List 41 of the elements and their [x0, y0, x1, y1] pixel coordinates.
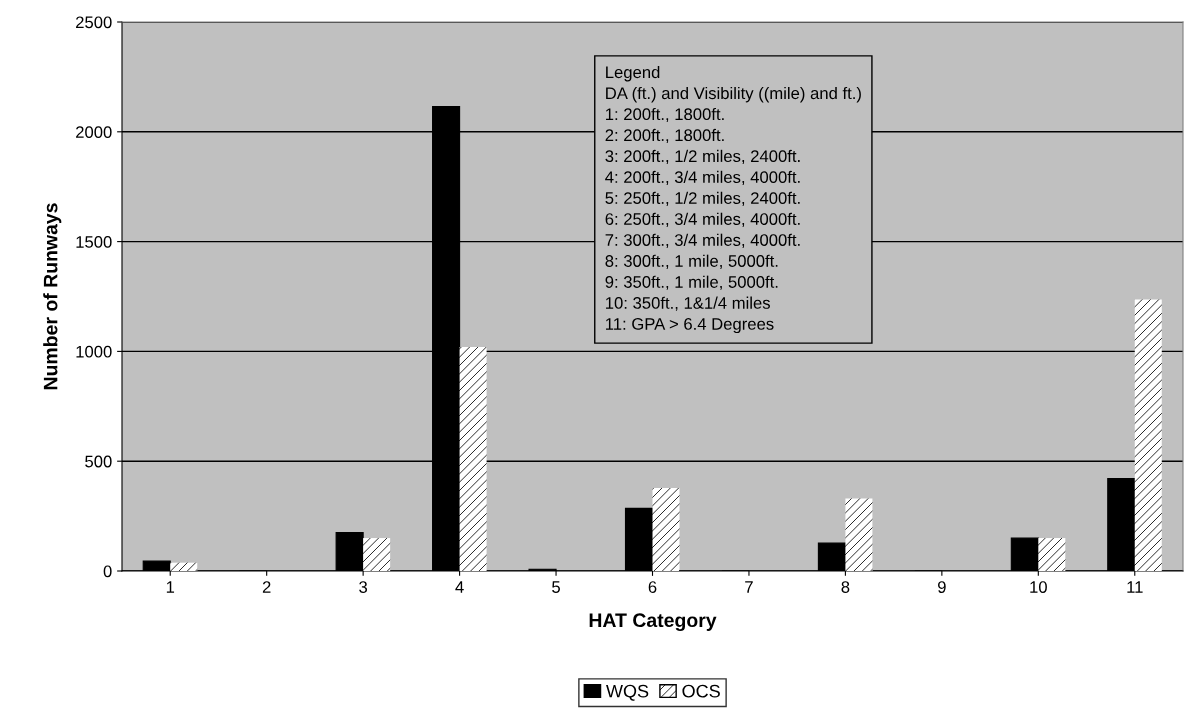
x-tick-label: 9 [938, 581, 946, 593]
x-tick-label: 3 [359, 581, 368, 593]
x-tick-label: 2 [262, 581, 271, 593]
bar [1038, 538, 1066, 571]
x-tick-label: 7 [745, 581, 753, 593]
annotation: 1: 200ft., 1800ft. [606, 107, 724, 123]
y-tick-label: 1500 [76, 236, 112, 248]
y-axis-title: Number of Runways [43, 203, 62, 390]
annotation: 6: 250ft., 3/4 miles, 4000ft. [605, 212, 800, 227]
y-tick-label: 1000 [76, 345, 112, 358]
annotation: 11: GPA > 6.4 Degrees [606, 318, 774, 334]
annotation: 7: 300ft., 3/4 miles, 4000ft. [605, 233, 800, 248]
legend-label: WQS [606, 684, 649, 701]
bar [170, 562, 198, 571]
x-tick-label: 1 [166, 581, 175, 593]
bar [652, 487, 680, 571]
legend-label: OCS [682, 684, 720, 698]
annotation: 3: 200ft., 1/2 miles, 2400ft. [605, 149, 800, 165]
bar [363, 538, 391, 571]
annotation: 10: 350ft., 1&1/4 miles [606, 296, 770, 311]
x-tick-label: 11 [1127, 581, 1143, 593]
annotation: 9: 350ft., 1 mile, 5000ft. [605, 275, 778, 290]
x-tick-label: 4 [455, 581, 464, 593]
annotation: 2: 200ft., 1800ft. [605, 128, 724, 144]
x-tick-label: 6 [648, 581, 657, 593]
x-tick-label: 5 [552, 581, 560, 593]
annotation: 8: 300ft., 1 mile, 5000ft. [605, 254, 778, 269]
annotation: DA (ft.) and Visibility ((mile) and ft.) [606, 86, 861, 103]
bar [459, 347, 487, 571]
annotation: 5: 250ft., 1/2 miles, 2400ft. [605, 191, 800, 206]
bar [1134, 299, 1162, 571]
x-tick-label: 8 [841, 581, 850, 593]
y-tick-label: 2000 [76, 126, 112, 138]
x-tick-label: 10 [1030, 581, 1047, 593]
y-tick-label: 2500 [76, 16, 112, 29]
bar [845, 498, 873, 571]
x-axis-title: HAT Category [589, 613, 717, 632]
y-tick-label: 500 [85, 455, 112, 468]
annotation: Legend [606, 65, 660, 82]
y-tick-label: 0 [103, 565, 112, 578]
annotation: 4: 200ft., 3/4 miles, 4000ft. [605, 170, 800, 185]
